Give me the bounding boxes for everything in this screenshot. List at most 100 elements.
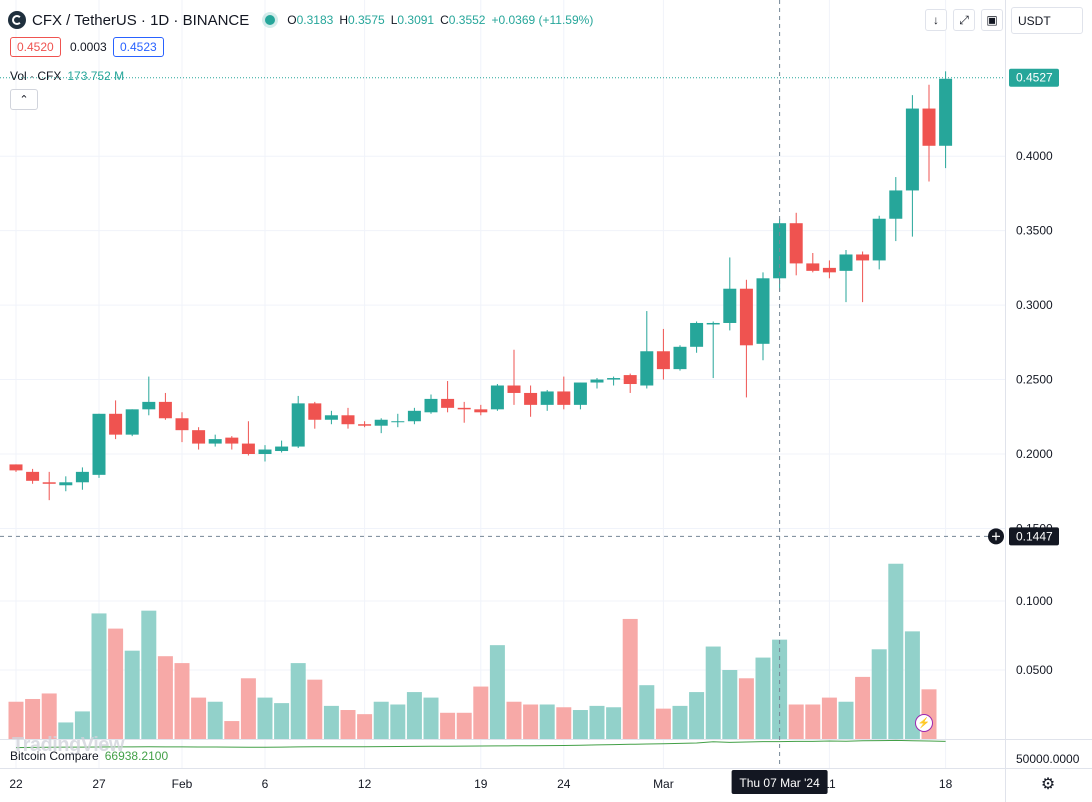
candle-body [939, 78, 953, 146]
volume-bar [323, 705, 339, 739]
volume-bar [25, 698, 41, 739]
candle-body [706, 322, 720, 325]
volume-bar [307, 679, 323, 739]
candle-body [573, 382, 587, 405]
candle-body [241, 443, 255, 454]
volume-bar [705, 646, 721, 739]
crosshair-date-badge [731, 770, 828, 794]
volume-bar [340, 710, 356, 739]
low-value: 0.3091 [397, 13, 435, 27]
expand-icon: ⤢ [959, 12, 969, 27]
compare-label: Bitcoin Compare [10, 749, 99, 763]
candle-body [557, 391, 571, 405]
tradingview-watermark: TradingView [12, 734, 124, 756]
candle-body [739, 288, 753, 346]
change-value: +0.0369 (+11.59%) [491, 13, 594, 27]
volume-bar [821, 697, 837, 739]
time-tick-label: 18 [939, 777, 953, 791]
scroll-down-button[interactable]: ↓ [925, 9, 947, 31]
candle-body [673, 346, 687, 370]
volume-legend[interactable]: Vol · CFX 173.752 M [10, 69, 124, 83]
time-tick-label: 12 [358, 777, 372, 791]
volume-bar [357, 714, 373, 739]
candle-body [690, 322, 704, 347]
open-key: O [287, 13, 297, 27]
candle-body [407, 410, 421, 422]
time-tick-label: Mar [653, 777, 674, 791]
candle-body [524, 392, 538, 405]
volume-bar [738, 678, 754, 739]
candle-body [806, 263, 820, 271]
volume-bar [91, 613, 107, 739]
volume-bar [8, 701, 24, 739]
candle-body [607, 378, 621, 380]
crosshair-date-label: Thu 07 Mar '24 [739, 776, 820, 790]
spread-value: 0.0003 [70, 40, 107, 54]
candle-body [192, 430, 206, 444]
volume-bar [755, 657, 771, 739]
candle-body [756, 278, 770, 344]
candle-body [341, 415, 355, 425]
candle-body [109, 413, 123, 435]
volume-bar [191, 697, 207, 739]
time-tick-label: 19 [474, 777, 488, 791]
candle-body [507, 385, 521, 393]
candle-body [856, 254, 870, 261]
volume-bar [74, 711, 90, 739]
candle-body [9, 464, 23, 471]
price-tick-label: 0.3000 [1016, 298, 1053, 312]
volume-bar [423, 697, 439, 739]
price-tick-label: 0.2000 [1016, 447, 1053, 461]
candle-body [872, 218, 886, 261]
candle-body [457, 407, 471, 410]
volume-bar [506, 701, 522, 739]
buy-price-button[interactable]: 0.4523 [113, 37, 164, 57]
open-value: 0.3183 [296, 13, 334, 27]
symbol-title[interactable]: CFX / TetherUS · 1D · BINANCE [32, 11, 250, 29]
candle-body [656, 351, 670, 370]
compare-value: 66938.2100 [104, 749, 169, 763]
volume-bar [788, 704, 804, 739]
volume-bar [456, 712, 472, 739]
candle-body [42, 482, 56, 484]
currency-selector[interactable]: USDT [1011, 7, 1083, 34]
volume-bar [224, 721, 240, 739]
volume-bar [672, 705, 688, 739]
time-tick-label: 27 [92, 777, 106, 791]
volume-bar [489, 645, 505, 739]
candle-body [158, 401, 172, 419]
candle-body [374, 419, 388, 426]
volume-bar [373, 701, 389, 739]
ohlc-values: O0.3183 H0.3575 L0.3091 C0.3552 +0.0369 … [287, 13, 593, 27]
candle-body [424, 398, 438, 413]
screenshot-button[interactable]: ▣ [981, 9, 1003, 31]
candle-body [358, 424, 372, 426]
time-tick-label: 6 [262, 777, 269, 791]
volume-bar [157, 656, 173, 739]
candle-body [723, 288, 737, 323]
collapse-legend-button[interactable]: ⌃ [10, 89, 38, 110]
compare-legend[interactable]: Bitcoin Compare 66938.2100 [10, 749, 168, 763]
lightning-icon[interactable]: ⚡ [915, 714, 933, 732]
candle-body [822, 267, 836, 273]
candle-body [125, 409, 139, 435]
high-key: H [339, 13, 348, 27]
candle-body [839, 254, 853, 271]
volume-bar [174, 663, 190, 739]
last-price-badge [1009, 68, 1059, 87]
cfx-coin-icon [8, 11, 26, 29]
gear-icon[interactable]: ⚙ [1040, 776, 1056, 793]
time-tick-label: 22 [9, 777, 23, 791]
sell-price-button[interactable]: 0.4520 [10, 37, 61, 57]
candle-body [324, 415, 338, 420]
camera-frame-icon: ▣ [986, 13, 998, 27]
candle-body [905, 108, 919, 191]
volume-bar [556, 707, 572, 739]
volume-bar [904, 631, 920, 739]
volume-bar [606, 707, 622, 739]
fullscreen-button[interactable]: ⤢ [953, 9, 975, 31]
volume-bar [722, 670, 738, 739]
candle-body [391, 421, 405, 423]
price-tick-label: 0.4000 [1016, 149, 1053, 163]
